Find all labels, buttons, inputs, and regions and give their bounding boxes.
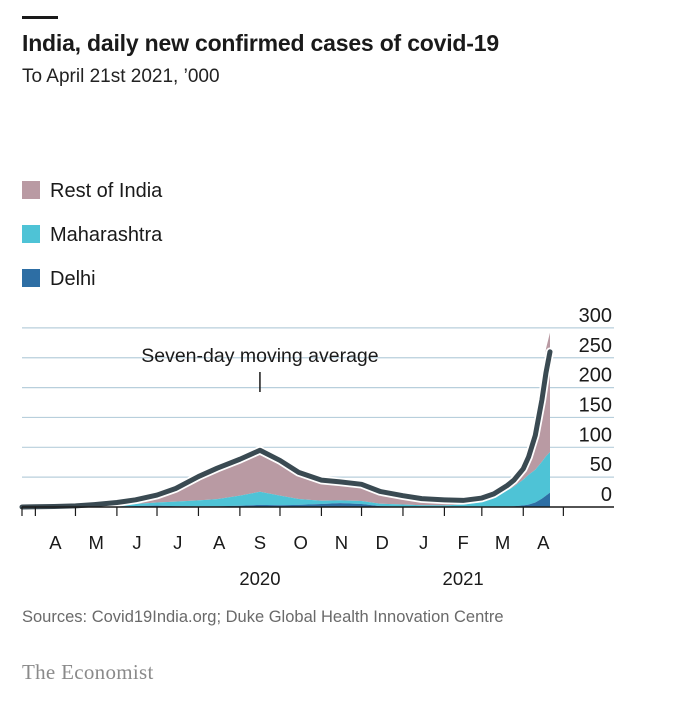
month-label: J	[419, 532, 428, 553]
month-label: F	[457, 532, 468, 553]
covid-cases-chart: 300 250 200 150 100 50 0 A M J J A S O N D J F M A 2020 2021 S…	[17, 180, 614, 589]
month-label: A	[537, 532, 550, 553]
month-label: A	[213, 532, 226, 553]
rest-of-india-area	[22, 332, 550, 507]
month-label: J	[132, 532, 141, 553]
moving-average-line	[19, 349, 553, 510]
economist-logo: The Economist	[22, 660, 154, 684]
legend-label: Rest of India	[50, 180, 163, 202]
legend-swatch	[22, 269, 40, 287]
y-tick-label: 50	[590, 454, 612, 476]
legend-swatch	[22, 225, 40, 243]
y-tick-label: 250	[579, 335, 612, 357]
month-label: M	[88, 532, 103, 553]
month-label: A	[49, 532, 62, 553]
year-label: 2020	[239, 568, 280, 589]
month-label: O	[294, 532, 308, 553]
y-tick-label: 300	[579, 305, 612, 327]
month-label: N	[335, 532, 348, 553]
chart-subtitle: To April 21st 2021, ’000	[22, 66, 220, 87]
legend-label: Maharashtra	[50, 224, 163, 246]
month-label: D	[376, 532, 389, 553]
y-tick-label: 200	[579, 365, 612, 387]
month-label: M	[495, 532, 510, 553]
annotation-label: Seven-day moving average	[141, 345, 378, 367]
y-tick-label: 0	[601, 484, 612, 506]
source-note: Sources: Covid19India.org; Duke Global H…	[22, 608, 504, 626]
year-label: 2021	[443, 568, 484, 589]
chart-title: India, daily new confirmed cases of covi…	[22, 30, 499, 56]
month-label: S	[254, 532, 266, 553]
y-tick-label: 100	[579, 424, 612, 446]
top-rule	[22, 16, 58, 19]
legend-swatch	[22, 181, 40, 199]
y-tick-label: 150	[579, 394, 612, 416]
legend-label: Delhi	[50, 268, 96, 290]
month-label: J	[173, 532, 182, 553]
maharashtra-area	[22, 452, 550, 507]
